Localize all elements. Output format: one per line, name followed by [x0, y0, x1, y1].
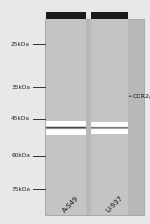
Text: 75kDa: 75kDa [11, 187, 30, 192]
Bar [46, 12, 86, 19]
Text: U-937: U-937 [105, 195, 124, 214]
Bar [91, 19, 128, 215]
Text: 25kDa: 25kDa [11, 42, 30, 47]
Text: 35kDa: 35kDa [11, 85, 30, 90]
Bar [45, 19, 144, 215]
Bar [46, 19, 86, 215]
Bar [91, 12, 128, 19]
Text: 60kDa: 60kDa [11, 153, 30, 158]
Text: 45kDa: 45kDa [11, 116, 30, 121]
Text: CCR2/CKR2: CCR2/CKR2 [133, 94, 150, 99]
Text: A-S49: A-S49 [62, 195, 80, 214]
